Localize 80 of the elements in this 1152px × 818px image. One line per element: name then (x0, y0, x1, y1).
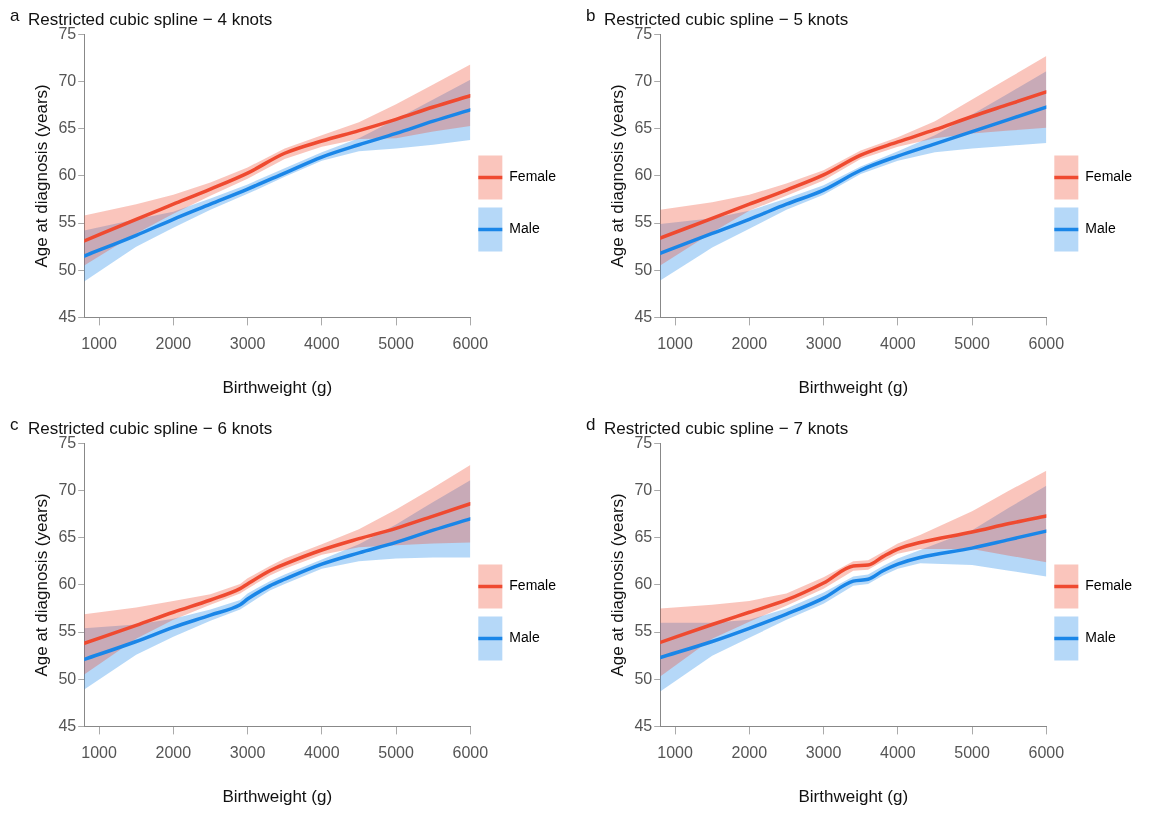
x-tick-label: 2000 (731, 744, 768, 762)
y-tick-label: 60 (634, 575, 653, 593)
y-tick-label: 50 (634, 260, 653, 278)
y-tick-label: 65 (634, 119, 653, 137)
x-axis-title: Birthweight (g) (798, 787, 909, 807)
legend-label: Female (1085, 577, 1133, 594)
y-tick-label: 70 (58, 480, 77, 498)
legend-label: Male (509, 220, 540, 237)
line-series (84, 93, 471, 243)
text: d (586, 415, 596, 435)
x-tick-label: 1000 (657, 335, 693, 353)
x-tick-label: 1000 (81, 335, 117, 353)
text: c (10, 415, 19, 435)
x-tick-label: 5000 (378, 744, 414, 762)
y-tick-label: 60 (634, 166, 653, 184)
x-tick-label: 6000 (1028, 744, 1065, 762)
y-axis-title: Age at diagnosis (years) (31, 493, 51, 677)
x-tick-label: 6000 (1028, 335, 1065, 353)
x-tick-label: 4000 (304, 335, 340, 353)
y-tick-label: 60 (58, 575, 77, 593)
x-tick-label: 5000 (954, 335, 990, 353)
y-tick-label: 60 (58, 166, 77, 184)
x-axis-title: Birthweight (g) (798, 378, 909, 398)
legend-label: Female (509, 577, 557, 594)
y-tick-label: 50 (58, 669, 77, 687)
y-tick-label: 50 (634, 669, 653, 687)
x-tick-label: 3000 (229, 335, 266, 353)
line-series (660, 90, 1047, 240)
y-tick-label: 75 (58, 24, 77, 42)
y-tick-label: 45 (634, 307, 653, 325)
y-tick-label: 75 (58, 433, 77, 451)
y-tick-label: 50 (58, 260, 77, 278)
legend-label: Male (509, 629, 540, 646)
x-tick-label: 3000 (805, 744, 842, 762)
x-tick-label: 1000 (81, 744, 117, 762)
line-series (660, 105, 1047, 255)
x-tick-label: 2000 (155, 335, 192, 353)
y-axis-title: Age at diagnosis (years) (607, 493, 627, 677)
y-tick-label: 45 (634, 716, 653, 734)
y-tick-label: 70 (634, 71, 653, 89)
x-tick-label: 2000 (731, 335, 768, 353)
text: a (10, 6, 20, 26)
y-tick-label: 55 (634, 213, 653, 231)
y-axis-title: Age at diagnosis (years) (607, 84, 627, 268)
y-tick-label: 55 (58, 622, 77, 640)
x-tick-label: 5000 (378, 335, 414, 353)
legend-label: Male (1085, 629, 1116, 646)
text: b (586, 6, 596, 26)
x-tick-label: 5000 (954, 744, 990, 762)
y-tick-label: 45 (58, 716, 77, 734)
y-tick-label: 55 (58, 213, 77, 231)
y-tick-label: 70 (634, 480, 653, 498)
line-series (84, 502, 471, 646)
line-series (660, 514, 1047, 645)
x-tick-label: 4000 (880, 335, 916, 353)
x-tick-label: 2000 (155, 744, 192, 762)
x-tick-label: 3000 (229, 744, 266, 762)
line-series (84, 108, 471, 258)
y-tick-label: 70 (58, 71, 77, 89)
legend-label: Female (509, 168, 557, 185)
legend-label: Male (1085, 220, 1116, 237)
x-axis-title: Birthweight (g) (222, 787, 333, 807)
y-tick-label: 75 (634, 24, 653, 42)
y-tick-label: 65 (634, 528, 653, 546)
line-series (660, 529, 1047, 660)
y-axis-title: Age at diagnosis (years) (31, 84, 51, 268)
y-tick-label: 55 (634, 622, 653, 640)
y-tick-label: 65 (58, 119, 77, 137)
y-tick-label: 65 (58, 528, 77, 546)
legend-label: Female (1085, 168, 1133, 185)
line-series (84, 517, 471, 662)
x-tick-label: 1000 (657, 744, 693, 762)
x-tick-label: 4000 (880, 744, 916, 762)
x-tick-label: 6000 (452, 744, 489, 762)
x-tick-label: 6000 (452, 335, 489, 353)
x-axis-title: Birthweight (g) (222, 378, 333, 398)
x-tick-label: 4000 (304, 744, 340, 762)
y-tick-label: 75 (634, 433, 653, 451)
y-tick-label: 45 (58, 307, 77, 325)
x-tick-label: 3000 (805, 335, 842, 353)
